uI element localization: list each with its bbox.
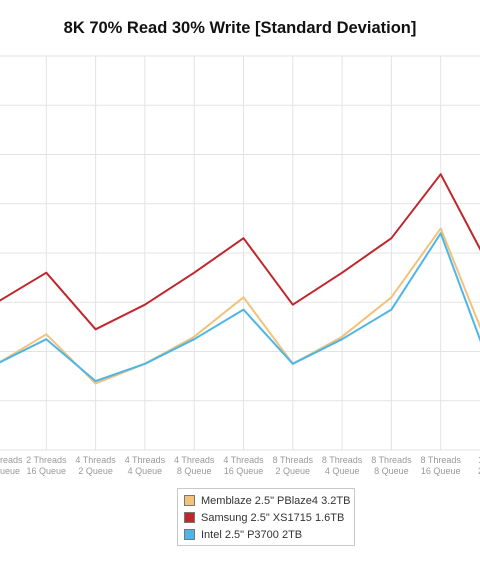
legend-label-memblaze: Memblaze 2.5" PBlaze4 3.2TB bbox=[201, 494, 351, 507]
chart-title: 8K 70% Read 30% Write [Standard Deviatio… bbox=[63, 19, 417, 37]
x-tick-label: 4 Threads 8 Queue bbox=[174, 455, 215, 476]
x-tick-label: 8 Threads 8 Queue bbox=[371, 455, 412, 476]
x-tick-label: reads ueue bbox=[0, 455, 23, 476]
x-tick-label: 8 Threads 4 Queue bbox=[322, 455, 363, 476]
x-tick-label: 8 Threads 2 Queue bbox=[273, 455, 314, 476]
series-line-1 bbox=[0, 173, 480, 331]
x-tick-label: 162 bbox=[478, 455, 480, 476]
x-tick-label: 8 Threads 16 Queue bbox=[421, 455, 462, 476]
legend-label-samsung: Samsung 2.5" XS1715 1.6TB bbox=[201, 511, 345, 524]
legend-swatch-memblaze bbox=[184, 495, 195, 506]
legend-item-memblaze: Memblaze 2.5" PBlaze4 3.2TB bbox=[184, 492, 354, 509]
legend-label-intel: Intel 2.5" P3700 2TB bbox=[201, 528, 303, 541]
legend-swatch-intel bbox=[184, 529, 195, 540]
x-tick-label: 2 Threads 16 Queue bbox=[26, 455, 67, 476]
legend: Memblaze 2.5" PBlaze4 3.2TB Samsung 2.5"… bbox=[177, 488, 355, 546]
x-tick-label: 4 Threads 16 Queue bbox=[223, 455, 264, 476]
legend-item-samsung: Samsung 2.5" XS1715 1.6TB bbox=[184, 509, 354, 526]
legend-swatch-samsung bbox=[184, 512, 195, 523]
legend-item-intel: Intel 2.5" P3700 2TB bbox=[184, 526, 354, 543]
series-line-2 bbox=[0, 232, 480, 383]
grid-lines bbox=[0, 55, 480, 451]
series-lines bbox=[0, 173, 480, 385]
x-tick-label: 4 Threads 2 Queue bbox=[75, 455, 116, 476]
x-tick-label: 4 Threads 4 Queue bbox=[125, 455, 166, 476]
